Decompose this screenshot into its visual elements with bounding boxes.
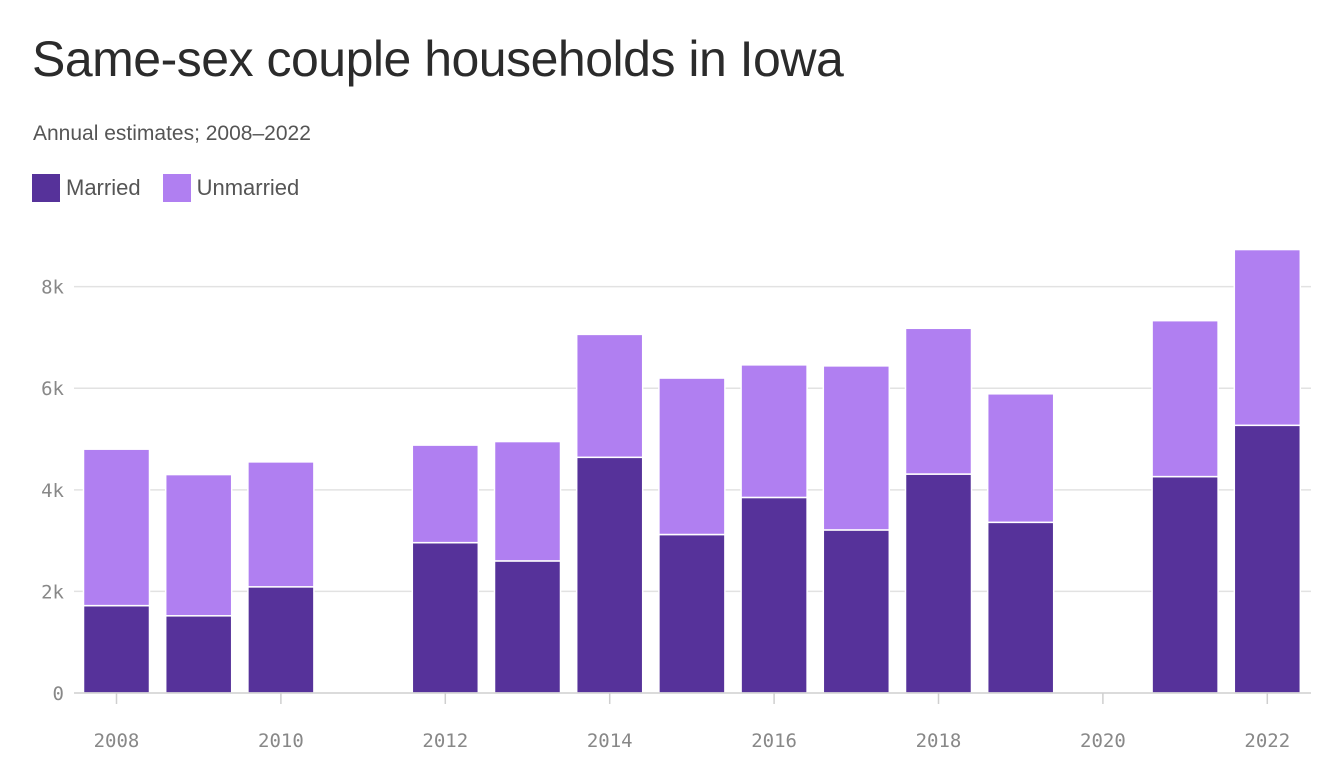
bar-married-2009	[164, 615, 233, 694]
x-tick-label-2018: 2018	[916, 730, 962, 752]
legend-label-unmarried: Unmarried	[196, 175, 300, 200]
chart-subtitle: Annual estimates; 2008–2022	[33, 122, 311, 145]
bar-unmarried-2018	[904, 327, 973, 475]
legend: Married Unmarried	[32, 174, 321, 202]
bar-unmarried-2021	[1151, 319, 1219, 478]
y-tick-label-4000: 4k	[41, 480, 64, 502]
legend-label-married: Married	[66, 175, 141, 200]
x-tick-label-2008: 2008	[94, 730, 140, 752]
bar-married-2016	[740, 496, 808, 694]
bar-married-2015	[658, 533, 726, 694]
bar-unmarried-2014	[575, 333, 644, 459]
bar-married-2014	[575, 456, 644, 694]
bar-married-2019	[986, 521, 1055, 694]
x-tick-label-2016: 2016	[751, 730, 797, 752]
x-tick-label-2010: 2010	[258, 730, 304, 752]
y-tick-label-6000: 6k	[41, 378, 64, 400]
legend-item-unmarried: Unmarried	[162, 174, 300, 202]
x-tick-label-2020: 2020	[1080, 730, 1126, 752]
bar-married-2018	[904, 473, 973, 694]
bar-unmarried-2022	[1233, 248, 1302, 427]
bar-unmarried-2016	[740, 364, 808, 499]
bar-married-2010	[247, 586, 315, 694]
bar-married-2012	[411, 541, 480, 694]
bar-unmarried-2015	[658, 377, 726, 536]
chart-title: Same-sex couple households in Iowa	[32, 31, 844, 87]
legend-swatch-unmarried	[162, 174, 191, 202]
x-tick-label-2014: 2014	[587, 730, 633, 752]
y-axis: 0 2k 4k 6k 8k	[41, 277, 64, 705]
legend-item-married: Married	[32, 174, 141, 202]
bar-unmarried-2013	[493, 440, 562, 562]
bar-unmarried-2017	[822, 365, 891, 531]
bar-married-2013	[493, 560, 562, 694]
bar-married-2008	[82, 604, 151, 694]
y-tick-label-2000: 2k	[41, 581, 64, 603]
x-axis: 2008 2010 2012 2014 2016 2018 2020 2022	[74, 692, 1311, 752]
bar-unmarried-2019	[986, 393, 1055, 524]
bar-unmarried-2008	[82, 448, 151, 607]
bar-married-2022	[1233, 424, 1302, 694]
bar-unmarried-2012	[411, 444, 480, 544]
y-tick-label-8000: 8k	[41, 277, 64, 299]
bar-unmarried-2009	[164, 473, 233, 617]
x-tick-label-2012: 2012	[422, 730, 468, 752]
y-tick-label-0: 0	[53, 683, 64, 705]
bar-married-2021	[1151, 475, 1219, 694]
x-tick-label-2022: 2022	[1244, 730, 1290, 752]
bar-married-2017	[822, 529, 891, 694]
legend-swatch-married	[32, 174, 60, 202]
bars	[82, 248, 1302, 694]
bar-unmarried-2010	[247, 461, 315, 588]
